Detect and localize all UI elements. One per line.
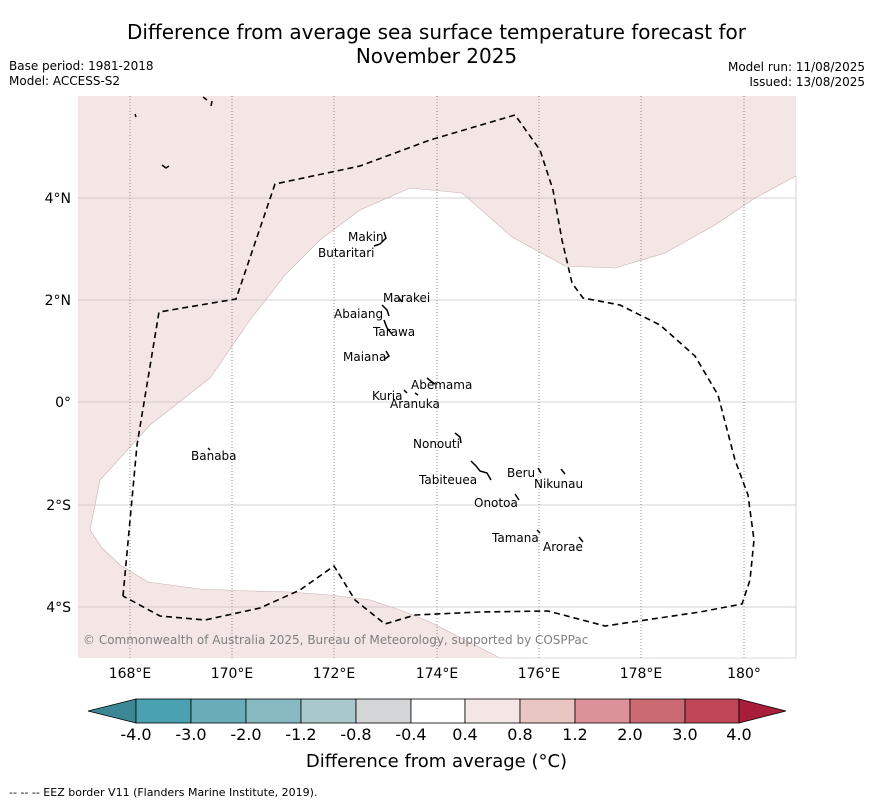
lon-tick-176e: 176°E [518, 666, 561, 682]
island-label-beru: Beru [507, 466, 535, 480]
colorbar-bin [355, 698, 412, 724]
lat-tick-4n: 4°N [45, 191, 71, 207]
island-label-makin: Makin [348, 230, 384, 244]
lat-tick-4s: 4°S [46, 600, 71, 616]
island-label-banaba: Banaba [191, 449, 237, 463]
title-line-1: Difference from average sea surface temp… [126, 20, 746, 44]
colorbar-tick: -0.4 [395, 725, 426, 744]
colorbar-bin [245, 698, 302, 724]
eez-border [122, 114, 755, 627]
colorbar-extend-low [87, 698, 137, 724]
island-label-tarawa: Tarawa [372, 325, 415, 339]
base-period: Base period: 1981-2018 [9, 59, 154, 73]
lon-tick-172e: 172°E [313, 666, 356, 682]
island-label-arorae: Arorae [543, 540, 583, 554]
latitude-labels: 4°N 2°N 0° 2°S 4°S [45, 191, 72, 616]
colorbar-title: Difference from average (°C) [305, 751, 568, 772]
colorbar-tick: 0.4 [452, 725, 477, 744]
model-run-date: Model run: 11/08/2025 [727, 60, 865, 74]
colorbar-bin [464, 698, 521, 724]
longitude-labels: 168°E 170°E 172°E 174°E 176°E 178°E 180° [109, 666, 761, 682]
island-label-marakei: Marakei [383, 291, 430, 305]
lon-tick-180: 180° [727, 666, 761, 682]
colorbar-tick: -3.0 [175, 725, 206, 744]
issued-date: Issued: 13/08/2025 [749, 75, 865, 89]
colorbar-bin [135, 698, 192, 724]
colorbar-tick: -1.2 [285, 725, 316, 744]
colorbar-extend-high [738, 698, 787, 724]
island-label-maiana: Maiana [343, 350, 386, 364]
run-info: Model run: 11/08/2025 Issued: 13/08/2025 [728, 60, 865, 90]
lon-tick-170e: 170°E [211, 666, 254, 682]
island-label-aranuka: Aranuka [390, 397, 440, 411]
colorbar-bin [519, 698, 576, 724]
colorbar-bin [190, 698, 247, 724]
colorbar-tick: 1.2 [562, 725, 587, 744]
model-name: Model: ACCESS-S2 [9, 74, 121, 88]
colorbar-tick: 4.0 [726, 725, 751, 744]
island-label-abaiang: Abaiang [334, 307, 383, 321]
island-labels: Makin Butaritari Marakei Abaiang Tarawa … [191, 230, 583, 554]
island-label-onotoa: Onotoa [474, 496, 518, 510]
island-label-tabiteuea: Tabiteuea [418, 473, 477, 487]
colorbar-tick: 2.0 [617, 725, 642, 744]
island-label-nikunau: Nikunau [534, 477, 583, 491]
colorbar-tick: 0.8 [507, 725, 532, 744]
lat-tick-2n: 2°N [45, 293, 71, 309]
colorbar [87, 698, 787, 724]
island-label-tamana: Tamana [491, 531, 539, 545]
lon-tick-174e: 174°E [416, 666, 459, 682]
copyright-notice: © Commonwealth of Australia 2025, Bureau… [83, 633, 588, 647]
island-shapes [134, 96, 584, 543]
island-label-kuria: Kuria [372, 389, 403, 403]
map-title: Difference from average sea surface temp… [0, 20, 873, 68]
neutral-anomaly-region [89, 175, 797, 659]
island-label-abemama: Abemama [411, 378, 472, 392]
model-info: Base period: 1981-2018 Model: ACCESS-S2 [9, 59, 154, 89]
colorbar-tick: 3.0 [672, 725, 697, 744]
colorbar-bin [574, 698, 631, 724]
colorbar-tick: -2.0 [230, 725, 261, 744]
lat-tick-0: 0° [55, 395, 71, 411]
colorbar-bin [300, 698, 357, 724]
colorbar-tick: -4.0 [120, 725, 151, 744]
lat-tick-2s: 2°S [46, 498, 71, 514]
title-line-2: November 2025 [355, 44, 518, 68]
eez-legend-note: -- -- -- EEZ border V11 (Flanders Marine… [9, 786, 318, 799]
lon-tick-168e: 168°E [109, 666, 152, 682]
island-label-butaritari: Butaritari [318, 246, 375, 260]
colorbar-tick: -0.8 [340, 725, 371, 744]
longitude-grid [129, 96, 745, 658]
lon-tick-178e: 178°E [620, 666, 663, 682]
colorbar-ticks: -4.0 -3.0 -2.0 -1.2 -0.8 -0.4 0.4 0.8 1.… [120, 725, 751, 744]
colorbar-bin [410, 698, 466, 724]
island-label-nonouti: Nonouti [413, 437, 460, 451]
colorbar-bin [629, 698, 686, 724]
colorbar-bin [684, 698, 740, 724]
